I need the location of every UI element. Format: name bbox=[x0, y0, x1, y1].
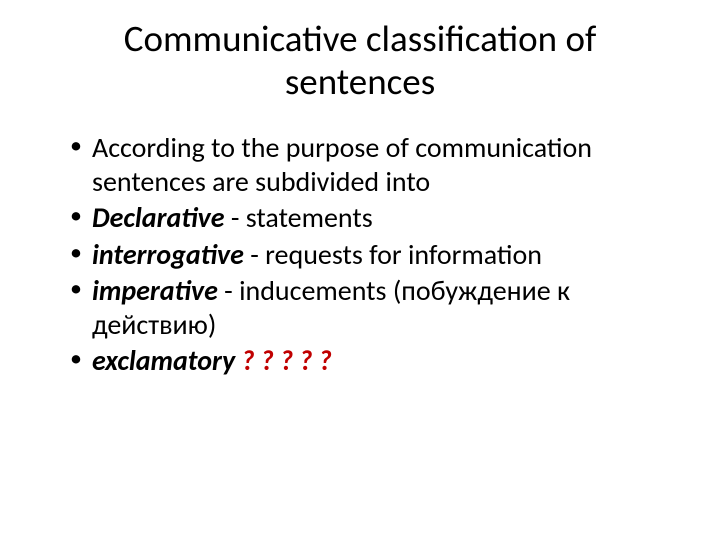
bullet-text-part: exclamatory bbox=[92, 343, 241, 378]
bullet-text-part: According to the purpose of communicatio… bbox=[92, 130, 592, 199]
bullet-item: According to the purpose of communicatio… bbox=[70, 131, 672, 199]
bullet-item: Declarative - statements bbox=[70, 201, 672, 235]
bullet-item: exclamatory ? ? ? ? ? bbox=[70, 344, 672, 378]
bullet-text-part: - requests for information bbox=[250, 237, 542, 272]
bullet-text-part: - statements bbox=[231, 200, 373, 235]
bullet-text-part: interrogative bbox=[92, 237, 250, 272]
bullet-item: interrogative - requests for information bbox=[70, 238, 672, 272]
bullet-text-part: ? ? ? ? ? bbox=[241, 343, 331, 378]
slide-title: Communicative classification of sentence… bbox=[48, 18, 672, 103]
bullet-text-part: imperative bbox=[92, 273, 224, 308]
bullet-text-part: Declarative bbox=[92, 200, 231, 235]
bullet-item: imperative - inducements (побуждение к д… bbox=[70, 274, 672, 342]
bullet-list: According to the purpose of communicatio… bbox=[48, 131, 672, 378]
